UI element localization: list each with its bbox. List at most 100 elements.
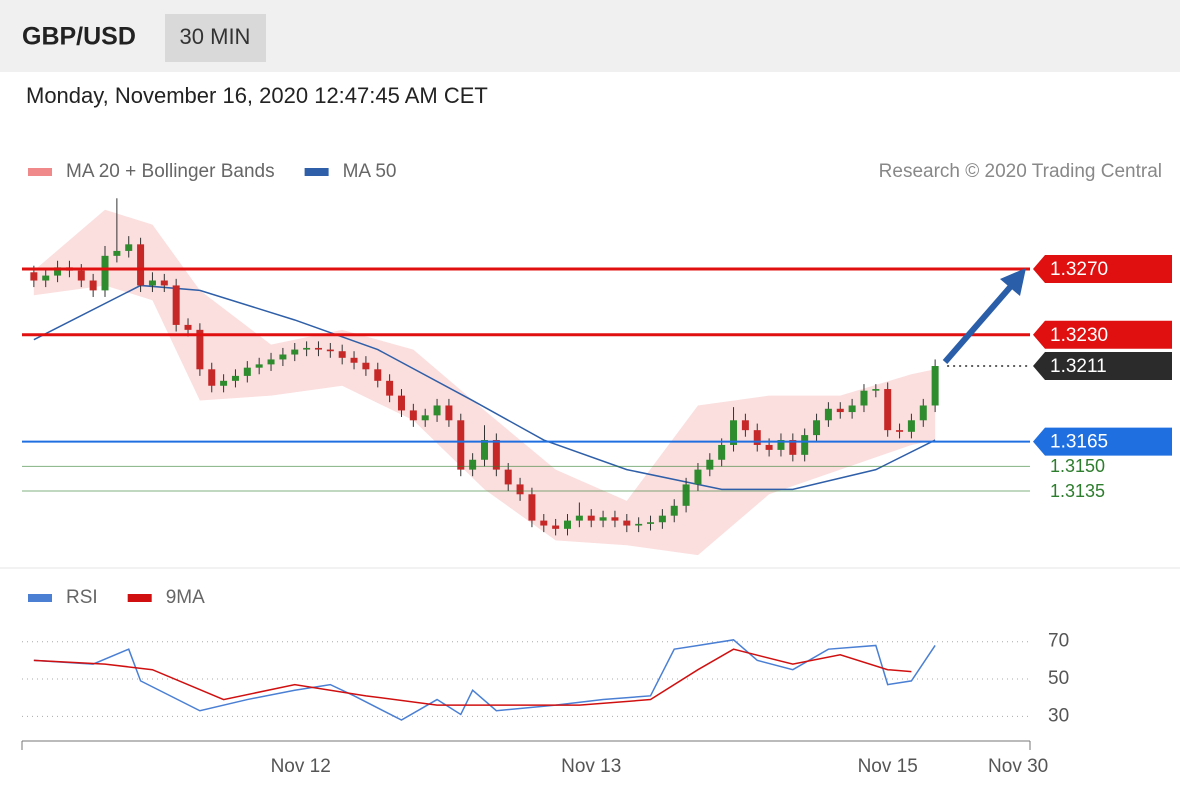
candle-body: [480, 440, 488, 460]
candle-body: [338, 351, 346, 358]
candle-body: [291, 349, 299, 355]
candle-body: [243, 367, 251, 376]
candle-body: [314, 347, 322, 350]
candle-body: [706, 459, 714, 470]
candle-body: [575, 515, 583, 521]
candle-body: [89, 280, 97, 291]
indicator-line: [33, 648, 912, 706]
candle-body: [741, 420, 749, 431]
level-label-box: [1033, 427, 1172, 456]
candle-body: [718, 444, 726, 460]
candle-body: [907, 420, 915, 432]
forecast-arrow-head: [1000, 268, 1026, 296]
candle-body: [255, 364, 263, 368]
candle-body: [160, 280, 168, 286]
candle-body: [303, 347, 311, 350]
candle-body: [623, 520, 631, 526]
candle-body: [647, 522, 655, 524]
candle-body: [801, 435, 809, 455]
candle-body: [730, 420, 738, 445]
candle-body: [113, 250, 121, 256]
candle-body: [386, 380, 394, 396]
level-label: 1.3211: [1050, 356, 1107, 377]
plot: MA 20 + Bollinger Bands MA 50 1.3270 1.3230…: [22, 161, 1172, 777]
candle-body: [350, 357, 358, 363]
legend-swatch: [28, 168, 52, 176]
level-label: 1.3135: [1050, 481, 1105, 501]
credit: Research © 2020 Trading Central: [879, 161, 1162, 182]
candle-body: [184, 324, 192, 330]
y-tick-label: 70: [1048, 631, 1069, 652]
candle-body: [836, 408, 844, 413]
candle-body: [409, 410, 417, 421]
candle-body: [30, 272, 38, 281]
candle-body: [682, 484, 690, 506]
x-tick-label: Nov 13: [561, 756, 621, 777]
candle-body: [172, 285, 180, 325]
x-tick-label: Nov 15: [858, 756, 918, 777]
timestamp: Monday, November 16, 2020 12:47:45 AM CE…: [26, 83, 488, 108]
candle-body: [599, 517, 607, 521]
candle-body: [587, 515, 595, 521]
candle-body: [397, 395, 405, 411]
candle-body: [765, 444, 773, 450]
candle-body: [137, 244, 145, 286]
legend-swatch: [127, 594, 152, 602]
legend-label: RSI: [66, 587, 98, 608]
candle-body: [670, 505, 678, 516]
bollinger-band: [33, 209, 936, 556]
candle-body: [919, 405, 927, 421]
candle-body: [445, 405, 453, 421]
legend-swatch: [28, 594, 52, 602]
candle-body: [433, 405, 441, 416]
candle-body: [552, 525, 560, 529]
candle-body: [872, 389, 880, 391]
candle-body: [362, 362, 370, 370]
candle-body: [789, 440, 797, 455]
candle-body: [658, 515, 666, 523]
candle-body: [42, 275, 50, 281]
level-label: 1.3150: [1050, 456, 1105, 476]
candle-body: [374, 369, 382, 381]
candle-body: [540, 520, 548, 526]
x-tick-label: Nov 12: [271, 756, 331, 777]
candle-body: [753, 430, 761, 445]
candle-body: [421, 415, 429, 421]
candle-body: [457, 420, 465, 470]
candle-body: [231, 375, 239, 381]
legend-label: MA 50: [343, 161, 397, 182]
candle-body: [148, 280, 156, 286]
candle-body: [54, 267, 62, 276]
x-tick-label: Nov 30: [988, 756, 1048, 777]
candle-body: [931, 366, 939, 406]
candle-body: [884, 389, 892, 431]
candle-body: [492, 440, 500, 470]
candle-body: [125, 244, 133, 251]
legend-swatch: [304, 168, 329, 176]
candle-body: [777, 440, 785, 450]
candle-body: [504, 469, 512, 485]
indicator-line: [33, 639, 936, 721]
candle-body: [860, 390, 868, 406]
candle-body: [279, 354, 287, 360]
level-label: 1.3270: [1050, 259, 1108, 280]
candle-body: [208, 369, 216, 386]
candle-body: [196, 329, 204, 370]
candle-body: [824, 408, 832, 421]
symbol: GBP/USD: [22, 23, 136, 51]
level-label-box: [1033, 320, 1172, 349]
candle-body: [267, 359, 275, 365]
candle-body: [516, 484, 524, 495]
level-label-box: [1033, 255, 1172, 283]
ma-50-line: [33, 284, 936, 491]
candle-body: [469, 459, 477, 470]
legend-label: MA 20 + Bollinger Bands: [66, 161, 275, 182]
level-label: 1.3230: [1050, 325, 1108, 346]
level-label: 1.3165: [1050, 432, 1108, 453]
y-tick-label: 50: [1048, 668, 1069, 689]
candle-body: [77, 270, 85, 281]
timeframe: 30 MIN: [180, 24, 251, 49]
forecast-arrow: [942, 283, 1015, 364]
